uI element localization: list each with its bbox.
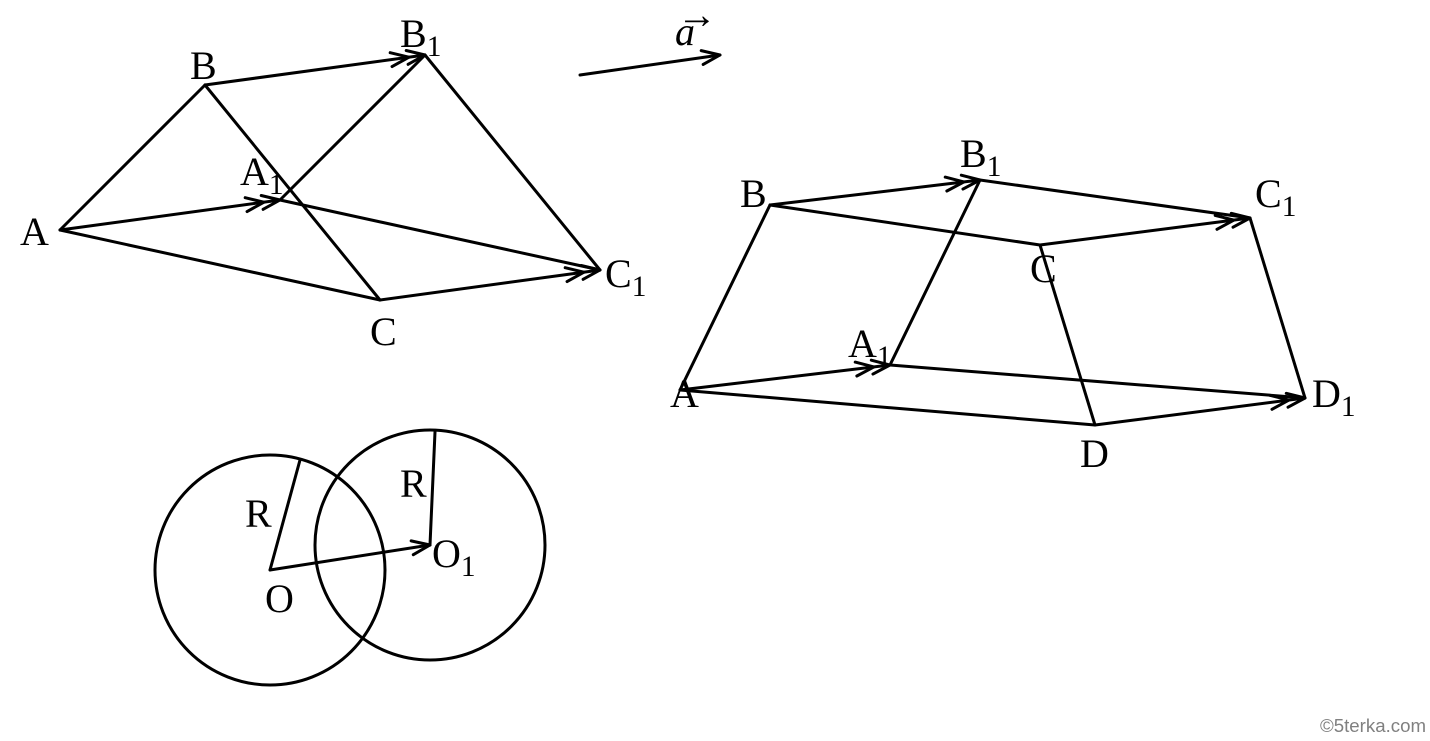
circles-label-O: O (265, 575, 294, 622)
trap-label-A1: A1 (848, 320, 892, 374)
diagram-stage: ABCA1B1C1→aABCDA1B1C1D1OO1RR©5terka.com (0, 0, 1430, 741)
trap-label-C: C (1030, 245, 1057, 292)
trap-vec-CC1-line (1040, 218, 1250, 245)
watermark: ©5terka.com (1320, 715, 1426, 737)
radius-O (270, 460, 300, 570)
trap-label-D1: D1 (1312, 370, 1356, 424)
trap-edge-DA (680, 390, 1095, 425)
triangle-edge-A1B1 (280, 55, 425, 200)
radius-O1 (430, 432, 435, 545)
triangle-label-A1: A1 (240, 148, 284, 202)
vector-a-line (580, 55, 720, 75)
circles-label-R1: R (400, 460, 427, 507)
trap-edge-D1A1 (890, 365, 1305, 398)
trap-label-C1: C1 (1255, 170, 1296, 224)
trap-label-A: A (670, 370, 699, 417)
circles-label-O1: O1 (432, 530, 476, 584)
triangle-label-C1: C1 (605, 250, 646, 304)
triangle-vec-CC1-line (380, 270, 600, 300)
trap-vec-BB1-line (770, 180, 980, 205)
trap-label-B1: B1 (960, 130, 1001, 184)
vec-O-O1-line (270, 545, 430, 570)
trap-edge-AB (680, 205, 770, 390)
triangle-vec-AA1-line (60, 200, 280, 230)
trap-label-B: B (740, 170, 767, 217)
trap-label-D: D (1080, 430, 1109, 477)
trap-edge-B1C1 (980, 180, 1250, 218)
trap-edge-A1B1 (890, 180, 980, 365)
trap-vec-DD1-line (1095, 398, 1305, 425)
diagram-svg (0, 0, 1430, 741)
circles-label-R: R (245, 490, 272, 537)
trap-edge-C1D1 (1250, 218, 1305, 398)
triangle-vec-BB1-line (205, 55, 425, 85)
vector-a-label: →a (675, 8, 695, 55)
triangle-edge-AB (60, 85, 205, 230)
triangle-label-A: A (20, 208, 49, 255)
triangle-label-B1: B1 (400, 10, 441, 64)
triangle-label-C: C (370, 308, 397, 355)
trap-edge-BC (770, 205, 1040, 245)
triangle-label-B: B (190, 42, 217, 89)
